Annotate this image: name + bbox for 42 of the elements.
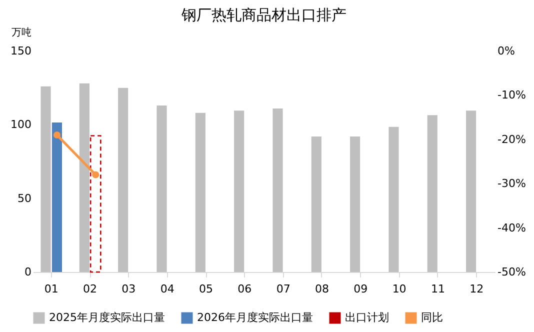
bar (40, 86, 51, 272)
x-tick-label: 08 (314, 282, 329, 296)
bar (234, 110, 244, 272)
x-tick-label: 04 (160, 282, 174, 296)
bar (388, 126, 399, 272)
x-tick-label: 09 (354, 282, 368, 296)
x-tick-label: 11 (430, 282, 445, 296)
x-tick-label: 05 (199, 282, 214, 296)
bar (156, 106, 167, 272)
y-axis-title: 万吨 (12, 26, 32, 38)
x-tick-label: 12 (470, 282, 484, 296)
y-tick-label: 50 (18, 192, 32, 205)
x-tick-label: 06 (238, 282, 252, 296)
x-tick-label: 07 (276, 282, 290, 296)
bar (79, 83, 90, 272)
bar (52, 122, 62, 272)
bar (350, 136, 360, 272)
legend-label: 同比 (421, 311, 443, 324)
y-tick-label: 150 (10, 44, 32, 58)
legend-label: 2025年月度实际出口量 (49, 311, 165, 324)
y2-tick-label: 0% (498, 44, 515, 58)
legend-label: 出口计划 (345, 311, 389, 324)
bar (427, 115, 438, 272)
bar (195, 112, 206, 272)
x-tick-label: 03 (122, 282, 136, 296)
chart-title: 钢厂热轧商品材出口排产 (180, 6, 346, 24)
bar (311, 136, 322, 272)
bar (272, 108, 283, 272)
x-tick-label: 10 (392, 282, 406, 296)
y2-tick-label: -50% (498, 266, 526, 278)
y2-tick-label: -20% (498, 132, 526, 146)
y-tick-label: 100 (10, 118, 32, 132)
bar (90, 135, 102, 273)
y2-tick-label: -30% (498, 177, 526, 190)
y2-tick-label: -40% (498, 221, 526, 234)
y2-tick-label: -10% (498, 88, 526, 102)
bar (466, 110, 476, 272)
legend-label: 2026年月度实际出口量 (197, 311, 313, 324)
y-tick-label: 0 (24, 266, 32, 278)
bar (118, 88, 128, 272)
x-tick-label: 01 (44, 282, 58, 296)
x-tick-label: 02 (83, 282, 98, 296)
